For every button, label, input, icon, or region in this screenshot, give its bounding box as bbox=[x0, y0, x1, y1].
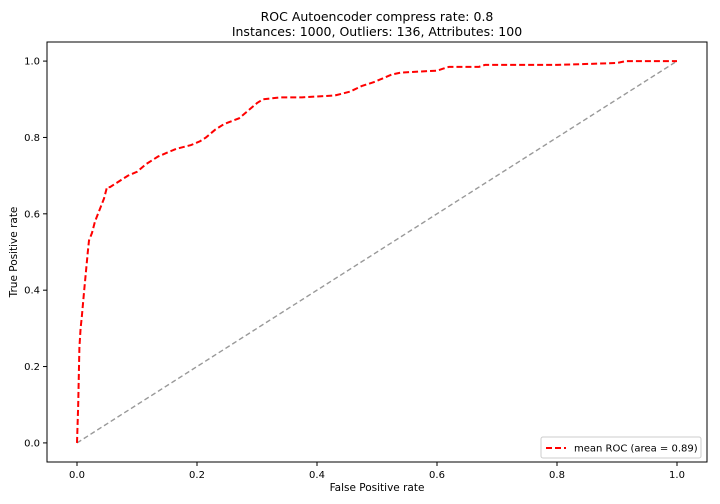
chance-diagonal-line bbox=[76, 60, 678, 444]
y-tick-label: 0.8 bbox=[24, 133, 40, 144]
x-tick-label: 0.4 bbox=[309, 470, 325, 481]
y-tick-label: 0.4 bbox=[24, 286, 40, 297]
y-tick-label: 0.2 bbox=[24, 362, 40, 373]
y-axis: 0.0 0.2 0.4 0.6 0.8 1.0 bbox=[24, 57, 47, 449]
roc-curve-line bbox=[76, 60, 677, 443]
x-tick-label: 1.0 bbox=[669, 470, 685, 481]
chart-subtitle: Instances: 1000, Outliers: 136, Attribut… bbox=[232, 24, 522, 39]
x-tick-label: 0.0 bbox=[69, 470, 85, 481]
x-tick-label: 0.6 bbox=[429, 470, 445, 481]
y-axis-label: True Positive rate bbox=[8, 207, 20, 299]
axes-frame bbox=[46, 41, 708, 463]
y-tick-label: 1.0 bbox=[24, 57, 40, 68]
plot-area bbox=[76, 60, 678, 444]
x-tick-label: 0.2 bbox=[189, 470, 205, 481]
x-tick-label: 0.8 bbox=[549, 470, 565, 481]
chart-title: ROC Autoencoder compress rate: 0.8 bbox=[261, 9, 494, 24]
y-tick-label: 0.0 bbox=[24, 438, 40, 449]
x-axis: 0.0 0.2 0.4 0.6 0.8 1.0 bbox=[69, 462, 685, 481]
legend-label: mean ROC (area = 0.89) bbox=[574, 444, 698, 455]
legend-box bbox=[540, 436, 702, 459]
legend: mean ROC (area = 0.89) bbox=[540, 436, 702, 459]
x-axis-label: False Positive rate bbox=[330, 482, 425, 494]
y-tick-label: 0.6 bbox=[24, 209, 40, 220]
